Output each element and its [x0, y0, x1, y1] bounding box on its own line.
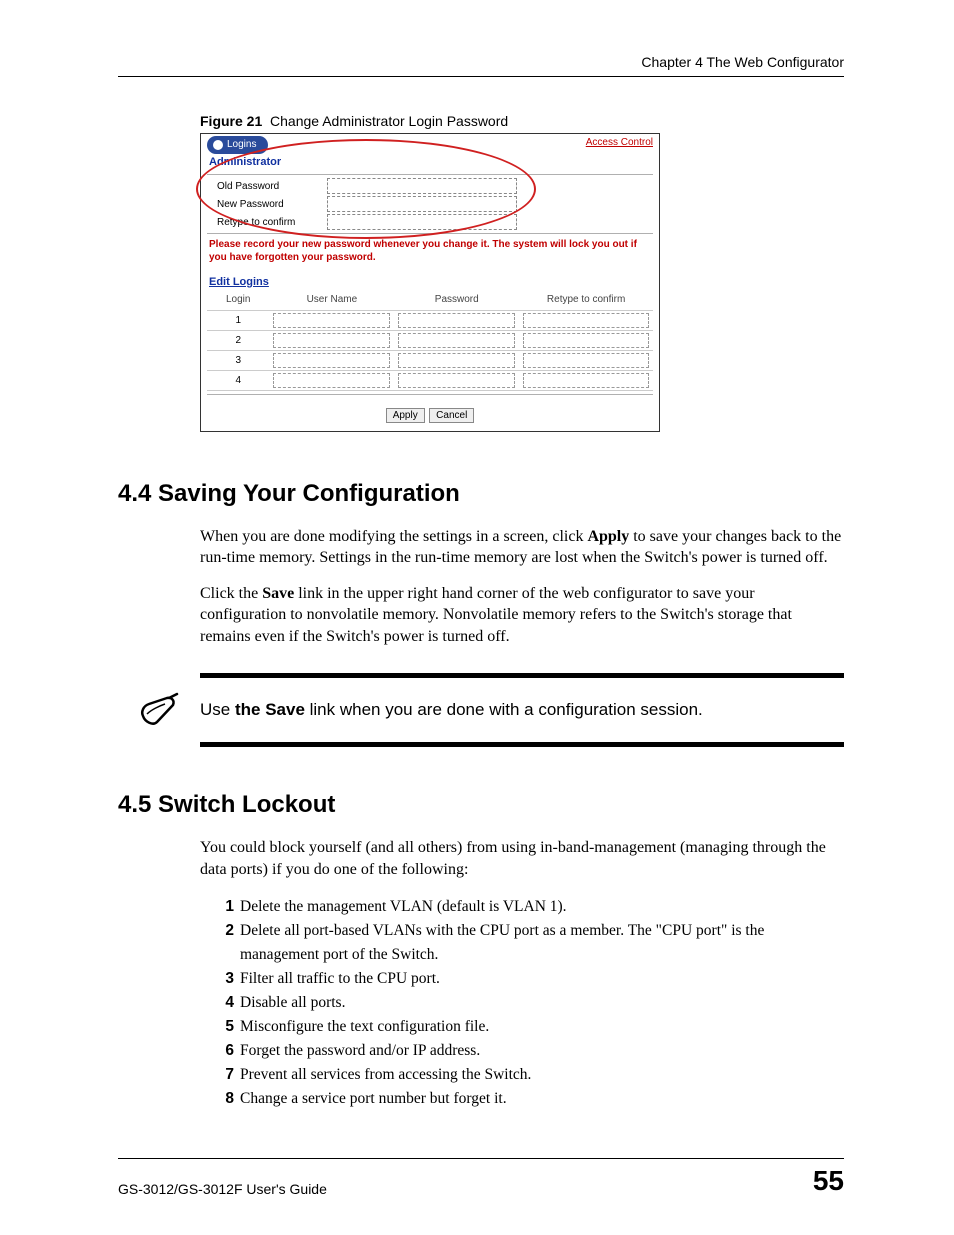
administrator-heading: Administrator	[209, 156, 659, 168]
footer-guide: GS-3012/GS-3012F User's Guide	[118, 1181, 327, 1197]
footer-page-number: 55	[813, 1165, 844, 1197]
username-input[interactable]	[273, 353, 390, 368]
col-username: User Name	[269, 290, 394, 310]
login-id-cell: 2	[207, 330, 269, 350]
table-row: 4	[207, 370, 653, 390]
note-text: Use the Save link when you are done with…	[200, 700, 844, 720]
table-row: 1	[207, 310, 653, 330]
list-item: Filter all traffic to the CPU port.	[218, 967, 844, 991]
section-4-4-p2: Click the Save link in the upper right h…	[200, 583, 844, 648]
tab-dot-icon	[213, 140, 223, 150]
note-rule-top	[200, 673, 844, 678]
note-block: Use the Save link when you are done with…	[118, 673, 844, 747]
divider	[207, 174, 653, 175]
retype-input[interactable]	[523, 353, 649, 368]
list-item: Delete all port-based VLANs with the CPU…	[218, 919, 844, 967]
access-control-link[interactable]: Access Control	[586, 137, 653, 148]
login-id-cell: 4	[207, 370, 269, 390]
list-item: Disable all ports.	[218, 991, 844, 1015]
login-id-cell: 3	[207, 350, 269, 370]
section-4-4-heading: 4.4 Saving Your Configuration	[118, 480, 844, 508]
list-item: Delete the management VLAN (default is V…	[218, 895, 844, 919]
lockout-list: Delete the management VLAN (default is V…	[218, 895, 844, 1111]
logins-tab[interactable]: Logins	[207, 136, 268, 154]
cancel-button[interactable]: Cancel	[429, 408, 474, 423]
col-retype: Retype to confirm	[519, 290, 653, 310]
old-password-input[interactable]	[327, 178, 517, 194]
divider	[207, 394, 653, 395]
list-item: Prevent all services from accessing the …	[218, 1063, 844, 1087]
table-row: 3	[207, 350, 653, 370]
username-input[interactable]	[273, 373, 390, 388]
list-item: Change a service port number but forget …	[218, 1087, 844, 1111]
old-password-label: Old Password	[207, 181, 327, 192]
page-footer: GS-3012/GS-3012F User's Guide 55	[118, 1158, 844, 1197]
password-input[interactable]	[398, 373, 515, 388]
note-hand-icon	[118, 692, 200, 728]
login-id-cell: 1	[207, 310, 269, 330]
section-4-5-heading: 4.5 Switch Lockout	[118, 791, 844, 819]
apply-button[interactable]: Apply	[386, 408, 425, 423]
col-password: Password	[394, 290, 519, 310]
edit-logins-heading: Edit Logins	[209, 276, 659, 288]
section-4-5-intro: You could block yourself (and all others…	[200, 837, 844, 880]
new-password-label: New Password	[207, 199, 327, 210]
new-password-input[interactable]	[327, 196, 517, 212]
col-login: Login	[207, 290, 269, 310]
list-item: Misconfigure the text configuration file…	[218, 1015, 844, 1039]
header-rule	[118, 76, 844, 77]
chapter-header: Chapter 4 The Web Configurator	[118, 54, 844, 76]
warning-text: Please record your new password whenever…	[209, 238, 651, 264]
logins-tab-label: Logins	[227, 136, 256, 154]
username-input[interactable]	[273, 313, 390, 328]
username-input[interactable]	[273, 333, 390, 348]
edit-logins-table: Login User Name Password Retype to confi…	[207, 290, 653, 391]
section-4-4-p1: When you are done modifying the settings…	[200, 526, 844, 569]
retype-password-input[interactable]	[327, 214, 517, 230]
password-input[interactable]	[398, 353, 515, 368]
retype-input[interactable]	[523, 313, 649, 328]
list-item: Forget the password and/or IP address.	[218, 1039, 844, 1063]
password-input[interactable]	[398, 333, 515, 348]
retype-password-label: Retype to confirm	[207, 217, 327, 228]
retype-input[interactable]	[523, 373, 649, 388]
divider	[207, 233, 653, 234]
table-row: 2	[207, 330, 653, 350]
figure-label: Figure 21	[200, 113, 262, 129]
figure-caption: Figure 21 Change Administrator Login Pas…	[200, 113, 844, 129]
note-rule-bottom	[200, 742, 844, 747]
retype-input[interactable]	[523, 333, 649, 348]
figure-caption-text: Change Administrator Login Password	[270, 113, 508, 129]
password-input[interactable]	[398, 313, 515, 328]
screenshot-panel: Logins Access Control Administrator Old …	[200, 133, 660, 432]
